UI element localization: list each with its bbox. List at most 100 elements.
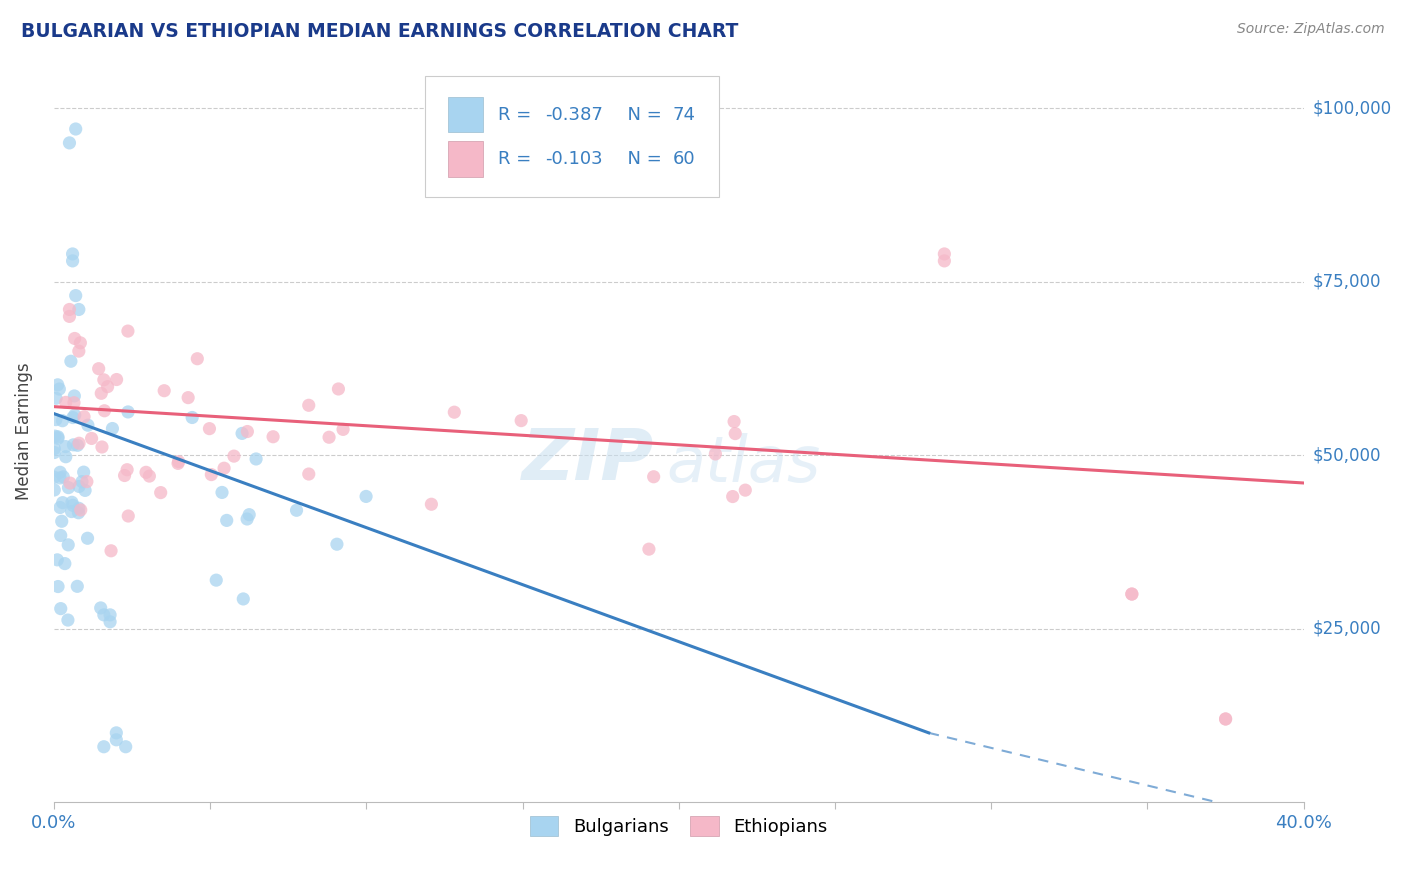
Text: N =: N =: [616, 105, 668, 124]
Point: [98, 607, 121, 622]
Point: [55, 450, 77, 464]
Point: [46, 553, 69, 567]
Text: $75,000: $75,000: [1313, 273, 1382, 291]
Point: [44, 429, 66, 443]
Point: [46, 430, 69, 444]
Text: atlas: atlas: [666, 434, 821, 495]
Point: [101, 421, 124, 435]
Point: [66, 579, 89, 593]
Point: [205, 573, 228, 587]
Point: [73, 409, 96, 424]
Point: [105, 726, 128, 740]
Point: [44, 442, 66, 456]
Point: [114, 468, 136, 483]
Point: [70, 475, 93, 489]
Point: [90, 386, 112, 401]
Point: [46, 377, 69, 392]
Point: [420, 497, 443, 511]
Point: [198, 422, 221, 436]
Point: [117, 508, 139, 523]
Point: [105, 372, 128, 386]
Point: [73, 465, 96, 479]
Point: [65, 122, 87, 136]
Point: [1121, 587, 1143, 601]
Point: [66, 438, 89, 452]
Point: [934, 247, 956, 261]
Point: [60, 495, 83, 509]
Point: [67, 501, 90, 516]
Point: [236, 425, 259, 439]
Text: -0.387: -0.387: [546, 105, 603, 124]
Point: [135, 465, 157, 479]
Point: [98, 615, 121, 629]
Point: [55, 440, 77, 454]
Point: [238, 508, 260, 522]
Point: [443, 405, 465, 419]
Point: [298, 398, 321, 412]
Point: [298, 467, 321, 481]
Text: -0.103: -0.103: [546, 150, 603, 168]
Point: [153, 384, 176, 398]
Point: [354, 490, 377, 504]
Point: [93, 373, 115, 387]
Point: [76, 531, 98, 545]
Point: [186, 351, 208, 366]
Point: [149, 485, 172, 500]
Point: [53, 557, 76, 571]
Point: [69, 503, 91, 517]
Point: [262, 430, 284, 444]
Point: [51, 514, 73, 528]
Point: [65, 288, 87, 302]
Point: [63, 395, 86, 409]
Text: $100,000: $100,000: [1313, 99, 1392, 117]
Point: [105, 732, 128, 747]
Point: [52, 496, 75, 510]
Point: [934, 253, 956, 268]
Text: 74: 74: [672, 105, 696, 124]
Point: [212, 461, 235, 475]
Point: [117, 324, 139, 338]
Point: [58, 310, 80, 324]
Point: [63, 389, 86, 403]
Point: [332, 422, 354, 436]
Point: [62, 438, 84, 452]
Point: [181, 410, 204, 425]
Point: [44, 445, 66, 459]
Point: [75, 483, 97, 498]
Text: R =: R =: [498, 150, 537, 168]
Point: [318, 430, 340, 444]
Point: [62, 410, 84, 425]
Point: [49, 528, 72, 542]
Point: [1215, 712, 1237, 726]
Legend: Bulgarians, Ethiopians: Bulgarians, Ethiopians: [520, 807, 837, 846]
Bar: [447, 141, 482, 177]
Point: [62, 247, 84, 261]
Point: [45, 412, 67, 426]
Point: [58, 302, 80, 317]
Point: [52, 470, 75, 484]
Point: [328, 382, 350, 396]
Point: [59, 354, 82, 368]
Point: [62, 498, 84, 512]
Point: [90, 601, 112, 615]
Point: [67, 506, 90, 520]
Text: ZIP: ZIP: [522, 426, 654, 495]
Point: [721, 490, 744, 504]
Bar: [447, 96, 482, 132]
Point: [67, 436, 90, 450]
FancyBboxPatch shape: [425, 76, 718, 197]
Point: [638, 542, 661, 557]
Point: [80, 432, 103, 446]
Text: 60: 60: [672, 150, 695, 168]
Point: [704, 447, 727, 461]
Point: [245, 452, 267, 467]
Point: [63, 408, 86, 422]
Point: [93, 739, 115, 754]
Point: [222, 449, 245, 463]
Text: N =: N =: [616, 150, 668, 168]
Point: [115, 463, 138, 477]
Point: [67, 344, 90, 359]
Point: [138, 469, 160, 483]
Point: [93, 607, 115, 622]
Point: [232, 591, 254, 606]
